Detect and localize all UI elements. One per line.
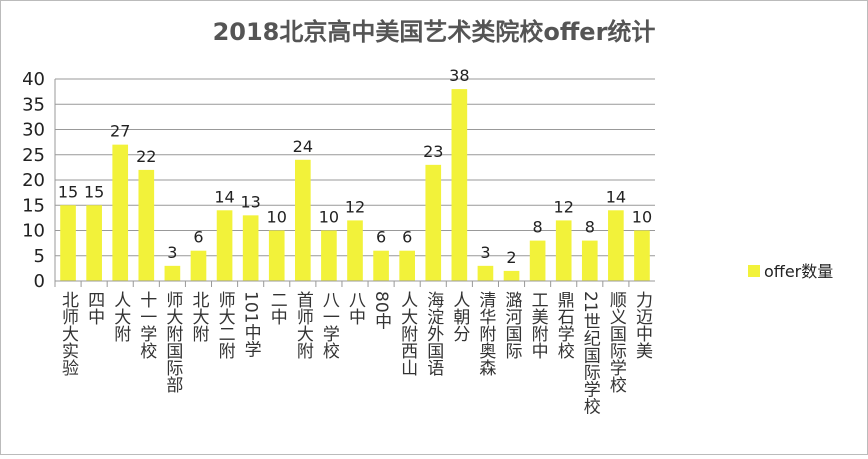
y-tick-label: 40 [22,69,45,90]
data-label: 6 [193,228,203,247]
x-tick-label: 80中 [371,291,391,330]
x-tick-label: 顺义国际学校 [606,291,627,393]
bar [112,144,129,281]
bar [321,230,337,281]
x-tick-label: 四中 [84,291,104,325]
bar [634,230,650,281]
x-tick-label: 工美附中 [528,291,549,359]
data-label: 15 [84,182,104,201]
data-label: 22 [136,147,156,166]
x-tick-label: 海淀外国语 [423,291,444,376]
bar [60,205,76,281]
bar [555,220,572,281]
x-tick-label: 人朝分 [449,291,470,342]
data-label: 14 [214,187,234,206]
x-tick-label: 师大二附 [215,291,236,360]
data-label: 10 [632,208,652,227]
data-label: 14 [606,187,626,206]
bar [268,230,285,281]
y-tick-label: 10 [22,221,45,242]
y-tick-label: 5 [34,246,45,267]
bar [503,270,520,281]
data-label: 3 [480,243,490,262]
x-tick-label: 北师大实验 [58,291,79,377]
data-label: 6 [402,228,412,247]
x-tick-label: 师大附国际部 [162,291,183,393]
data-label: 10 [267,208,287,227]
bar [399,250,415,281]
data-label: 8 [585,218,595,237]
bar [581,240,598,281]
legend-swatch [748,265,760,277]
x-tick-label: 101中学 [241,291,261,357]
data-label: 2 [506,248,516,267]
y-tick-label: 35 [22,94,45,115]
data-label: 24 [293,137,313,156]
bar [164,265,181,281]
bar [373,250,389,281]
data-label: 13 [240,192,260,211]
y-tick-label: 20 [22,170,45,191]
data-label: 6 [376,228,386,247]
data-label: 8 [533,218,543,237]
data-label: 38 [449,66,469,85]
bar [347,220,363,281]
bar [451,89,468,281]
x-tick-label: 十一学校 [136,291,157,359]
x-tick-label: 八中 [345,291,366,325]
bar [608,210,624,281]
data-label: 12 [554,197,574,216]
data-label: 12 [345,197,365,216]
bar [190,250,207,281]
x-tick-label: 首师大附 [293,291,314,360]
y-tick-label: 0 [34,271,45,292]
bar [86,205,102,281]
x-tick-label: 人大附 [110,291,131,343]
x-tick-label: 二中 [267,291,288,325]
x-tick-label: 21世纪国际学校 [580,291,601,415]
bar [242,215,259,281]
x-tick-label: 潞河国际 [502,291,523,360]
bar [477,265,494,281]
x-tick-label: 力迈中美 [632,291,653,359]
data-label: 3 [167,243,177,262]
bar [529,240,546,281]
bar [216,210,233,281]
x-tick-label: 清华附奥森 [475,291,496,376]
y-tick-label: 30 [22,120,45,141]
bar [425,164,442,281]
bar [138,169,155,281]
bar [295,159,311,281]
y-tick-label: 15 [22,195,45,216]
x-tick-label: 北大附 [188,291,209,343]
x-tick-label: 八一学校 [319,291,340,359]
x-tick-label: 人大附西山 [397,291,418,376]
chart-title: 2018北京高中美国艺术类院校offer统计 [213,18,656,46]
data-label: 15 [58,182,78,201]
legend-label: offer数量 [764,262,833,281]
y-tick-label: 25 [22,145,45,166]
x-tick-label: 鼎石学校 [554,291,575,359]
data-label: 10 [319,208,339,227]
data-label: 27 [110,122,130,141]
data-label: 23 [423,142,443,161]
